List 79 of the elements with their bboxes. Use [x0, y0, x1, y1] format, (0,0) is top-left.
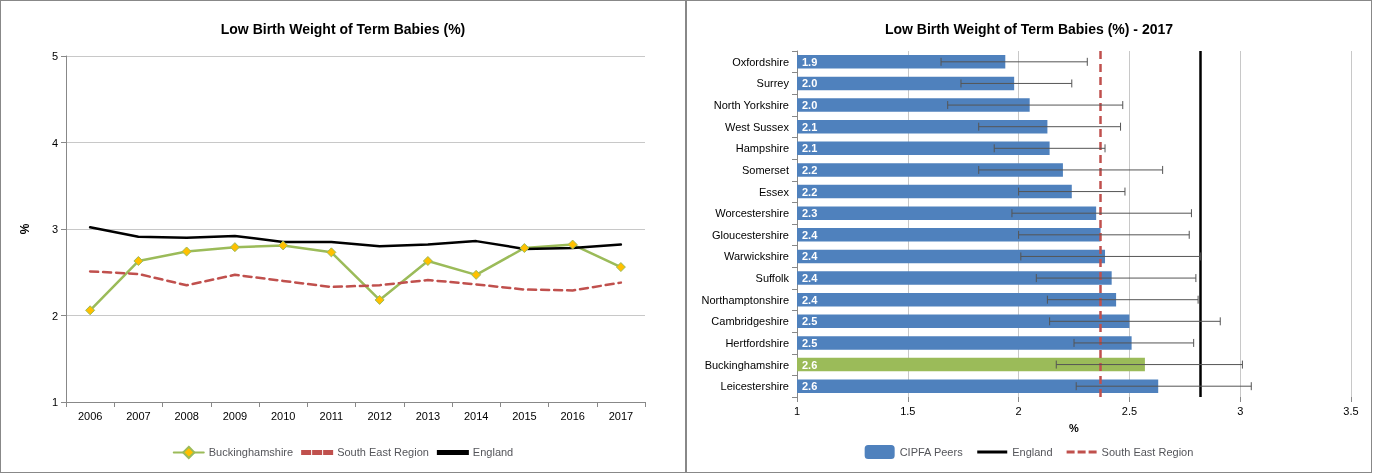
legend-label: South East Region	[337, 446, 429, 459]
data-label: 2.4	[802, 293, 819, 306]
legend-label: England	[1012, 446, 1053, 458]
data-label: 2.6	[802, 380, 818, 393]
y-tick-label: Hampshire	[735, 142, 789, 155]
point	[374, 294, 385, 305]
legend-label: Buckinghamshire	[208, 446, 294, 459]
x-tick-label: 2009	[222, 409, 248, 422]
y-tick-label: 2	[51, 309, 58, 322]
point	[85, 305, 96, 316]
x-axis-title: %	[1069, 421, 1080, 434]
data-label: 2.4	[802, 272, 819, 285]
x-tick-label: 2014	[463, 409, 489, 422]
x-tick-label: 1	[793, 404, 801, 417]
point	[519, 243, 530, 254]
y-tick-label: Somerset	[741, 163, 789, 176]
data-label: 2.5	[802, 315, 818, 328]
data-label: 2.2	[802, 185, 818, 198]
x-tick-label: 2010	[270, 409, 296, 422]
x-tick-label: 1.5	[900, 404, 916, 417]
data-label: 2.0	[802, 77, 818, 90]
data-label: 2.1	[802, 142, 818, 155]
y-tick-label: West Sussex	[725, 120, 790, 133]
x-tick-label: 2011	[319, 409, 344, 422]
y-tick-label: 4	[51, 136, 58, 149]
point	[615, 262, 626, 273]
line-series	[88, 270, 623, 292]
legend-label: South East Region	[1101, 446, 1194, 458]
x-tick-label: 3	[1237, 404, 1244, 417]
y-tick-label: Buckinghamshire	[704, 358, 789, 371]
x-tick-label: 2012	[367, 409, 392, 422]
y-tick-label: Leicestershire	[720, 380, 789, 393]
data-label: 2.3	[802, 207, 818, 220]
x-tick-label: 2015	[512, 409, 537, 422]
y-tick-label: 5	[51, 50, 58, 62]
y-tick-label: Worcestershire	[715, 207, 789, 220]
data-label: 2.6	[802, 358, 818, 371]
x-tick-label: 2008	[174, 409, 199, 422]
point	[133, 256, 144, 267]
data-label: 2.1	[802, 120, 818, 133]
point	[326, 247, 337, 258]
y-tick-label: Hertfordshire	[725, 336, 789, 349]
data-label: 2.4	[802, 228, 819, 241]
y-tick-label: Oxfordshire	[732, 55, 789, 68]
point	[422, 256, 433, 267]
x-tick-label: 2013	[415, 409, 441, 422]
y-tick-label: Essex	[759, 185, 790, 198]
x-tick-label: 3.5	[1343, 404, 1359, 417]
chart-title: Low Birth Weight of Term Babies (%) - 2017	[884, 21, 1174, 37]
line-series	[88, 226, 623, 251]
y-tick-label: 3	[51, 223, 58, 235]
data-label: 2.5	[802, 336, 818, 349]
legend-label: England	[472, 446, 514, 459]
x-tick-label: 2	[1015, 404, 1022, 417]
y-tick-label: North Yorkshire	[713, 99, 789, 112]
point	[229, 242, 240, 253]
y-tick-label: Surrey	[756, 77, 790, 90]
point	[471, 269, 482, 280]
x-tick-label: 2007	[126, 409, 151, 422]
x-tick-label: 2006	[77, 409, 103, 422]
x-tick-label: 2016	[560, 409, 585, 422]
y-tick-label: Northamptonshire	[701, 293, 789, 306]
legend-label: CIPFA Peers	[899, 446, 964, 458]
y-axis-title: %	[18, 223, 32, 235]
y-tick-label: Suffolk	[755, 272, 790, 285]
point	[567, 239, 578, 250]
y-tick-label: 1	[51, 396, 58, 408]
y-tick-label: Cambridgeshire	[711, 315, 789, 328]
point	[181, 246, 192, 257]
y-tick-label: Gloucestershire	[711, 228, 789, 241]
chart-title: Low Birth Weight of Term Babies (%)	[220, 21, 466, 37]
point	[278, 240, 289, 251]
data-label: 1.9	[802, 55, 818, 68]
data-label: 2.4	[802, 250, 819, 263]
data-label: 2.2	[802, 163, 818, 176]
y-tick-label: Warwickshire	[724, 250, 789, 263]
x-tick-label: 2017	[608, 409, 634, 422]
data-label: 2.0	[802, 99, 818, 112]
x-tick-label: 2.5	[1121, 404, 1138, 417]
